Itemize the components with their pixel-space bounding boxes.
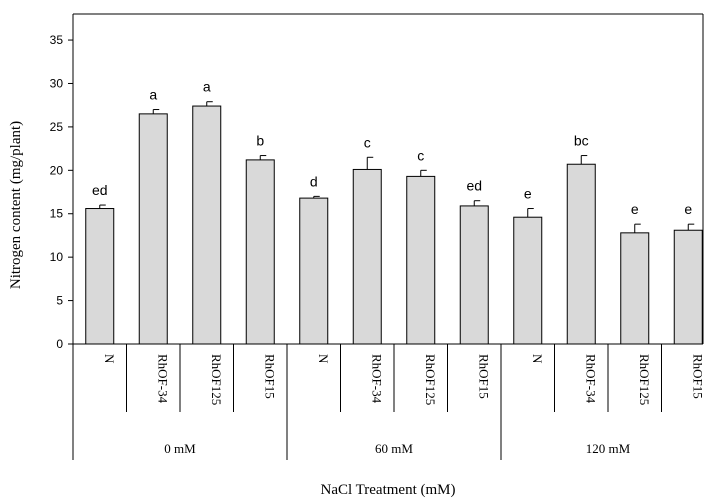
category-label: RhOF125 [209,354,224,405]
significance-letter: ed [92,182,108,198]
category-label: N [530,354,545,364]
group-label: 120 mM [586,441,631,456]
significance-letter: e [524,186,532,202]
category-label: RhOF15 [690,354,704,399]
significance-letter: a [203,79,211,95]
significance-letter: a [149,87,157,103]
bar [566,163,596,345]
category-label: RhOF125 [637,354,652,405]
significance-letter: e [631,201,639,217]
category-label: RhOF15 [476,354,491,399]
y-axis-title: Nitrogen content (mg/plant) [8,121,24,289]
bar [245,159,275,345]
significance-letter: c [417,147,424,163]
y-tick-label: 30 [50,76,64,90]
category-label: RhOF125 [423,354,438,405]
category-label: RhOF-34 [369,354,384,404]
y-tick-label: 15 [50,207,64,221]
significance-letter: e [684,201,692,217]
bar [352,168,382,345]
y-axis: 0 5 10 15 20 25 30 35 [50,33,73,351]
significance-letter: c [364,134,371,150]
y-tick-label: 0 [56,337,63,351]
bar [673,229,703,345]
bar [192,105,222,345]
bar [513,216,543,345]
y-tick-label: 10 [50,250,64,264]
y-tick-label: 25 [50,120,64,134]
y-tick-label: 5 [56,294,63,308]
group-label: 60 mM [375,441,413,456]
bar [406,175,436,345]
plot-frame [72,13,704,460]
category-label: N [102,354,117,364]
category-label: RhOF-34 [155,354,170,404]
category-label: N [316,354,331,364]
significance-letter: bc [574,133,589,149]
bar [85,208,115,345]
significance-letter: b [256,133,264,149]
x-axis-groups: 0 mM 60 mM 120 mM [164,344,631,460]
bars: ed a a b d c c ed e bc e e [85,79,703,345]
group-label: 0 mM [164,441,196,456]
bar [620,232,650,345]
category-label: RhOF15 [262,354,277,399]
bar [459,205,489,345]
significance-letter: d [310,173,318,189]
x-axis-title: NaCl Treatment (mM) [321,482,456,498]
y-tick-label: 20 [50,163,64,177]
significance-letter: ed [466,178,482,194]
bar [138,113,168,345]
x-axis-categories: N RhOF-34 RhOF125 RhOF15 N RhOF-34 RhOF125 RhOF… [102,344,704,412]
y-tick-label: 35 [50,33,64,47]
bar [299,197,329,345]
category-label: RhOF-34 [583,354,598,404]
